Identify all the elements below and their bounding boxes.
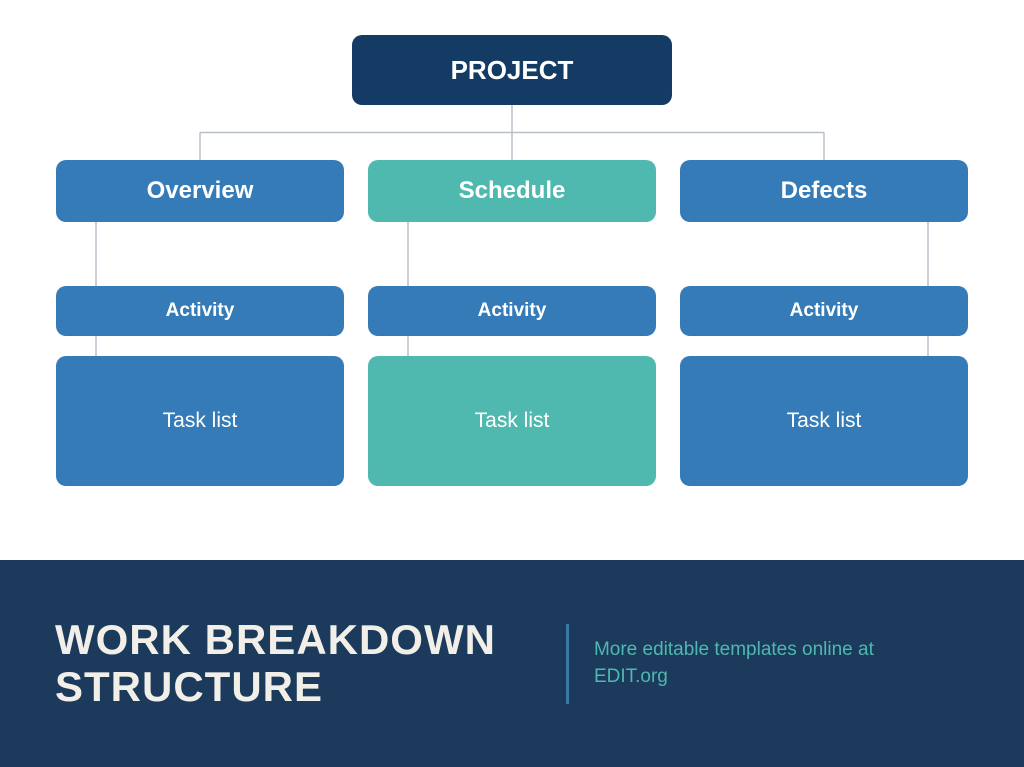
node-tasklist-2: Task list <box>368 356 656 486</box>
node-tasklist-1: Task list <box>56 356 344 486</box>
node-schedule: Schedule <box>368 160 656 222</box>
node-activity-2: Activity <box>368 286 656 336</box>
node-defects: Defects <box>680 160 968 222</box>
node-activity-1: Activity <box>56 286 344 336</box>
wbs-tree: PROJECT Overview Schedule Defects Activi… <box>0 0 1024 560</box>
node-overview: Overview <box>56 160 344 222</box>
node-tasklist-3: Task list <box>680 356 968 486</box>
footer-subtitle: More editable templates online at EDIT.o… <box>594 637 874 690</box>
node-activity-3: Activity <box>680 286 968 336</box>
footer-divider <box>566 624 569 704</box>
footer-title: WORK BREAKDOWNSTRUCTURE <box>55 617 496 709</box>
node-root: PROJECT <box>352 35 672 105</box>
footer-banner: WORK BREAKDOWNSTRUCTURE More editable te… <box>0 560 1024 767</box>
